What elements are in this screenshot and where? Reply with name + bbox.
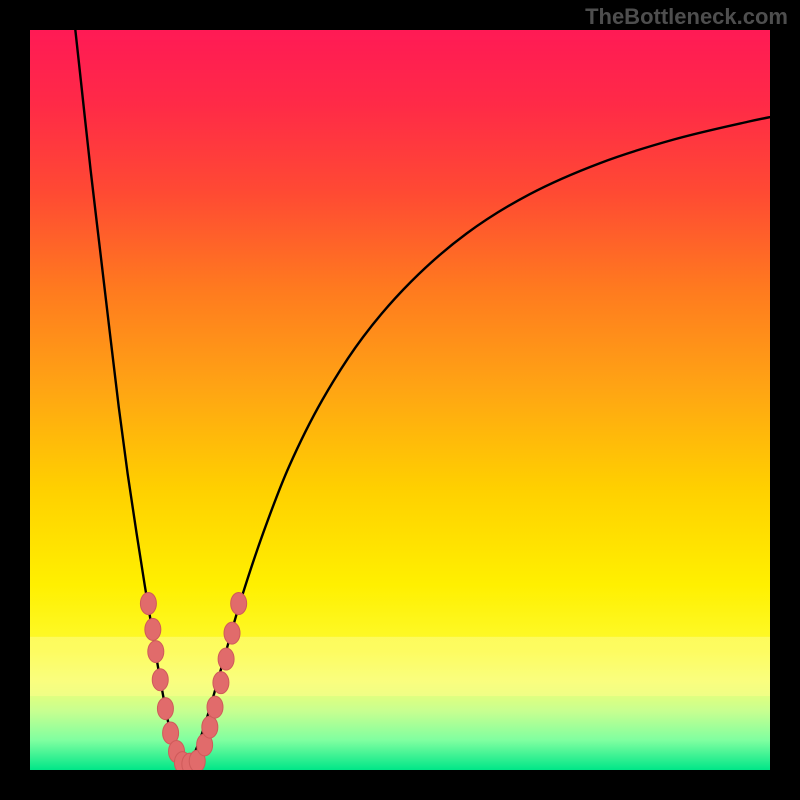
data-marker xyxy=(231,593,247,615)
chart-svg xyxy=(30,30,770,770)
data-marker xyxy=(224,622,240,644)
plot-area xyxy=(30,30,770,770)
data-marker xyxy=(140,593,156,615)
data-marker xyxy=(207,696,223,718)
outer-frame: TheBottleneck.com xyxy=(0,0,800,800)
data-marker xyxy=(202,716,218,738)
data-marker xyxy=(213,672,229,694)
data-marker xyxy=(148,641,164,663)
data-marker xyxy=(218,648,234,670)
watermark-text: TheBottleneck.com xyxy=(585,4,788,30)
highlight-band xyxy=(30,637,770,696)
data-marker xyxy=(145,618,161,640)
data-marker xyxy=(152,669,168,691)
data-marker xyxy=(157,698,173,720)
